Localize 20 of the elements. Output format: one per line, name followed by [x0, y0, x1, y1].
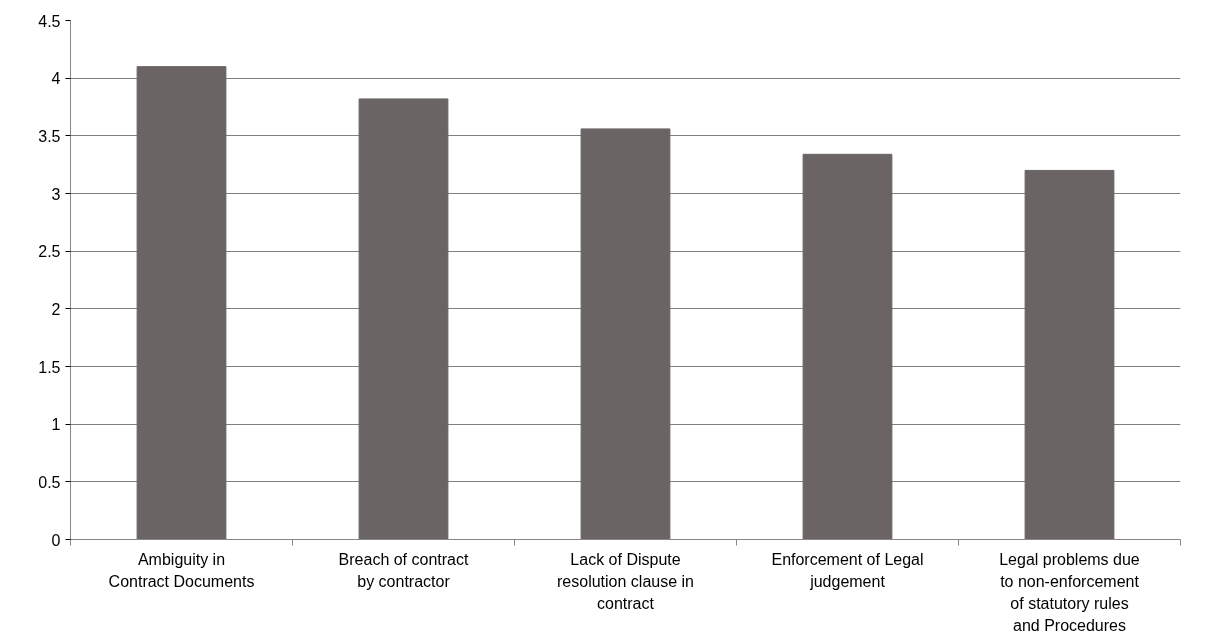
y-tick-label: 1.5 — [38, 358, 61, 376]
y-tick-label: 3 — [51, 185, 61, 203]
x-tick-label: Lack of Dispute resolution clause in contract — [557, 550, 694, 612]
y-tick-label: 4.5 — [38, 12, 61, 30]
y-tick-label: 2 — [51, 300, 61, 318]
bar — [136, 66, 227, 540]
bar — [580, 128, 671, 540]
y-tick-label: 4 — [51, 70, 61, 88]
x-tick-label: Ambiguity in Contract Documents — [108, 550, 255, 590]
y-tick-label: 3.5 — [38, 127, 61, 145]
y-tick-label: 2.5 — [38, 243, 61, 261]
bar — [358, 98, 449, 540]
y-tick-label: 0.5 — [38, 473, 61, 491]
bar — [1024, 169, 1115, 540]
y-tick-label: 1 — [51, 416, 61, 434]
y-tick-label: 0 — [51, 531, 61, 549]
x-tick-label: Breach of contract by contractor — [338, 550, 469, 590]
x-tick-label: Legal problems due to non-enforcement of statutory rules and Procedures — [999, 550, 1140, 634]
x-tick-label: Enforcement of Legal judgement — [771, 550, 924, 590]
bar — [802, 153, 893, 540]
